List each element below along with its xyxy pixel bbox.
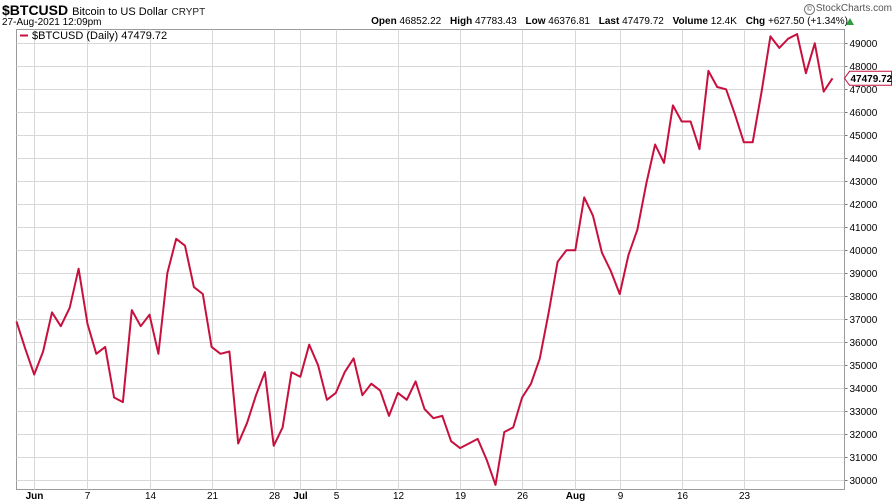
symbol: $BTCUSD	[2, 2, 69, 18]
chg-label: Chg	[745, 16, 766, 27]
low-value: 46376.81	[548, 16, 590, 27]
x-tick-label: 21	[207, 491, 219, 502]
y-tick-label: 41000	[850, 223, 878, 234]
y-tick-label: 36000	[850, 338, 878, 349]
brand-watermark: © StockCharts.com	[803, 3, 892, 15]
y-axis: 30000 31000 32000 33000 34000 35000 36000 37000…	[844, 39, 878, 487]
y-tick-label: 40000	[850, 246, 878, 257]
y-tick-label: 43000	[850, 177, 878, 188]
y-tick-label: 47000	[850, 85, 878, 96]
x-tick-label: 5	[334, 491, 340, 502]
volume-value: 12.4K	[710, 16, 737, 27]
last-label: Last	[598, 16, 620, 27]
y-tick-label: 42000	[850, 200, 878, 211]
x-tick-label: 14	[145, 491, 157, 502]
high-label: High	[449, 16, 473, 27]
x-tick-label: Jul	[293, 491, 308, 502]
x-tick-label: 9	[618, 491, 624, 502]
last-price-box	[843, 70, 892, 86]
x-tick-label: 23	[739, 491, 751, 502]
y-tick-label: 46000	[850, 108, 878, 119]
low-label: Low	[525, 16, 546, 27]
y-tick-label: 37000	[850, 315, 878, 326]
x-tick-label: 12	[393, 491, 405, 502]
volume-label: Volume	[672, 16, 708, 27]
last-price-marker: 47479.72	[843, 70, 893, 86]
legend-label: $BTCUSD (Daily) 47479.72	[32, 30, 167, 42]
x-tick-label: 16	[677, 491, 689, 502]
y-tick-label: 31000	[850, 453, 878, 464]
x-tick-label: 26	[517, 491, 529, 502]
chg-value: +627.50 (+1.34%)	[767, 16, 848, 27]
exchange: CRYPT	[171, 7, 206, 18]
legend: $BTCUSD (Daily) 47479.72	[20, 30, 167, 42]
x-tick-label: Aug	[566, 491, 585, 502]
high-value: 47783.43	[474, 16, 517, 27]
copyright-icon: ©	[803, 4, 815, 15]
series	[15, 33, 834, 486]
y-tick-label: 34000	[850, 384, 878, 395]
x-axis: Jun 7 14 21 28 Jul 5 12 19 26 Aug 9 16 23	[26, 491, 751, 502]
open-value: 46852.22	[399, 16, 442, 27]
x-tick-label: 7	[85, 491, 91, 502]
y-tick-label: 33000	[850, 407, 878, 418]
brand-name: StockCharts.com	[815, 3, 892, 14]
y-tick-label: 45000	[850, 131, 878, 142]
chart-title: $BTCUSD Bitcoin to US Dollar CRYPT	[2, 2, 205, 20]
quote-date: 27-Aug-2021 12:09pm	[2, 17, 102, 28]
price-line	[15, 33, 834, 486]
x-tick-label: Jun	[26, 491, 44, 502]
grid	[16, 29, 845, 490]
x-tick-label: 19	[455, 491, 467, 502]
last-price-label: 47479.72	[851, 74, 893, 85]
y-tick-label: 30000	[850, 476, 878, 487]
y-tick-label: 48000	[850, 62, 878, 73]
x-tick-label: 28	[269, 491, 281, 502]
chg-up-arrow-icon	[846, 18, 854, 25]
y-tick-label: 32000	[850, 430, 878, 441]
y-tick-label: 38000	[850, 292, 878, 303]
quote-summary: Open 46852.22 High 47783.43 Low 46376.81…	[371, 16, 848, 27]
plot-area	[16, 29, 845, 490]
y-tick-label: 39000	[850, 269, 878, 280]
open-label: Open	[371, 16, 397, 27]
y-tick-label: 44000	[850, 154, 878, 165]
security-name: Bitcoin to US Dollar	[72, 6, 168, 18]
y-tick-label: 49000	[850, 39, 878, 50]
y-tick-label: 35000	[850, 361, 878, 372]
last-value: 47479.72	[622, 16, 664, 27]
